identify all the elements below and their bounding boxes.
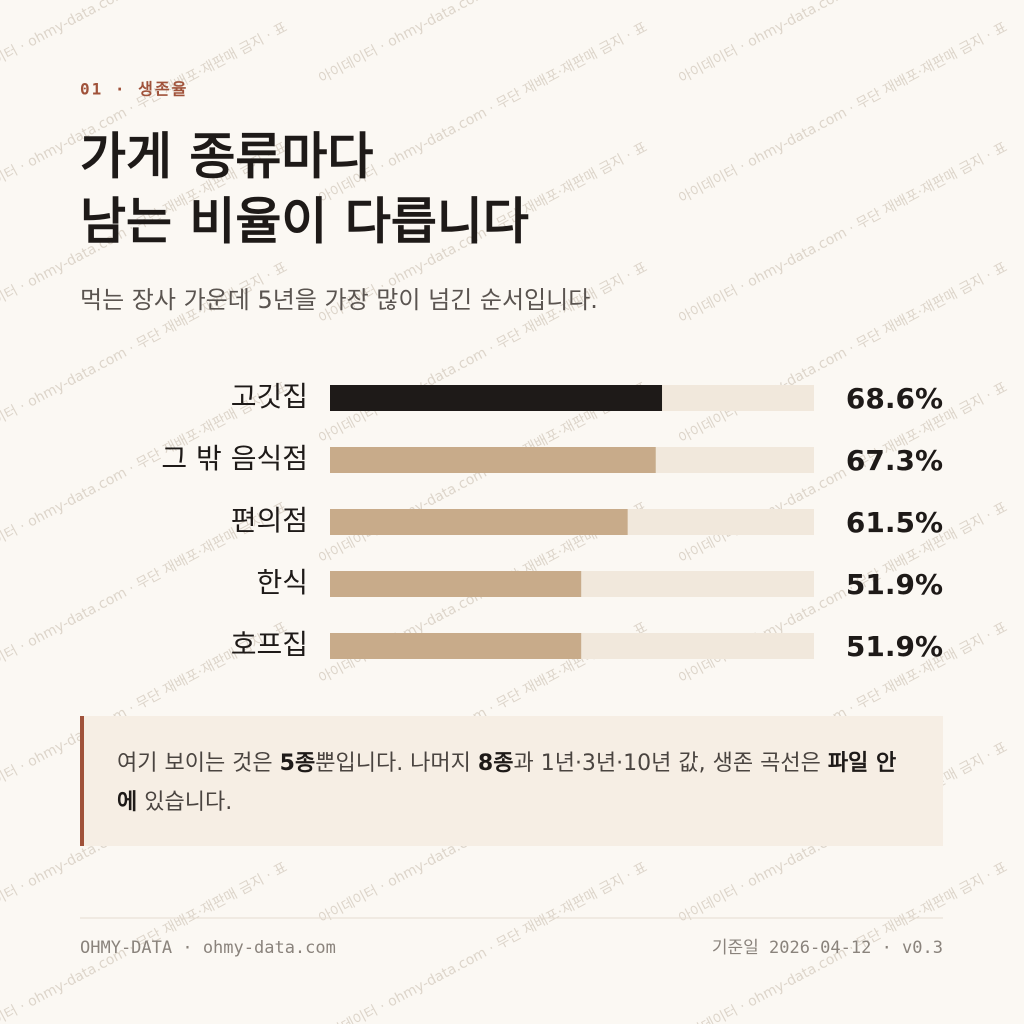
watermark: 아이데이터 · ohmy-data.com · 무단 재배포·재판매 금지 · … (316, 859, 650, 1024)
kicker: 01 · 생존율 (80, 80, 188, 99)
category-label: 호프집 (231, 628, 308, 661)
note-text: 있습니다. (137, 790, 233, 815)
value-label: 67.3% (846, 444, 943, 477)
value-label: 68.6% (846, 382, 943, 415)
value-label: 61.5% (846, 506, 943, 539)
note-emphasis: 파일 안에 (117, 751, 897, 815)
bar (330, 447, 656, 473)
title-line: 남는 비율이 다릅니다 (80, 193, 529, 251)
note-emphasis: 5종 (279, 751, 316, 776)
note-text: 뿐입니다. 나머지 (315, 751, 478, 776)
note-emphasis: 8종 (477, 751, 514, 776)
value-label: 51.9% (846, 568, 943, 601)
category-label: 한식 (256, 566, 308, 599)
bar (330, 571, 582, 597)
subtitle: 먹는 장사 가운데 5년을 가장 많이 넘긴 순서입니다. (80, 286, 598, 314)
category-label: 고깃집 (231, 380, 308, 413)
category-label: 그 밖 음식점 (161, 442, 308, 475)
bar (330, 509, 628, 535)
value-label: 51.9% (846, 630, 943, 663)
category-label: 편의점 (231, 504, 308, 537)
note-text: 과 1년·3년·10년 값, 생존 곡선은 (513, 751, 828, 776)
bar (330, 385, 663, 411)
note-text: 여기 보이는 것은 (117, 751, 280, 776)
footer-left: OHMY-DATA · ohmy-data.com (80, 938, 336, 958)
footer-right: 기준일 2026-04-12 · v0.3 (712, 938, 943, 958)
bar (330, 633, 582, 659)
note-box: 여기 보이는 것은 5종뿐입니다. 나머지 8종과 1년·3년·10년 값, 생… (80, 716, 943, 846)
title-line: 가게 종류마다 (80, 128, 373, 186)
